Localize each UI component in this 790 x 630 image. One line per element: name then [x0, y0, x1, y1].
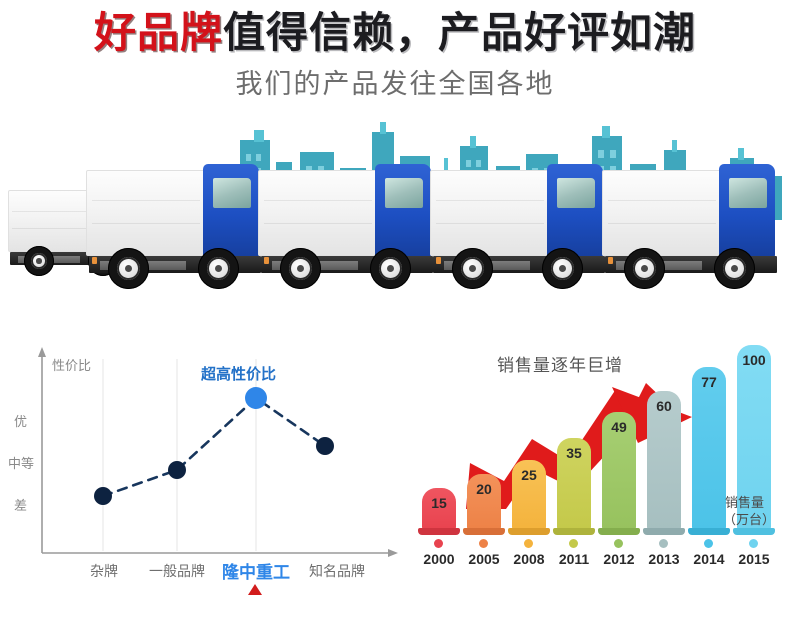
highlight-triangle-marker: [248, 584, 262, 595]
truck-cargo-box: [430, 170, 550, 256]
bar-foot: [688, 528, 730, 535]
truck-wheel-front: [714, 248, 755, 289]
truck-cargo-box: [86, 170, 206, 256]
legend-dot-2011: [569, 539, 578, 548]
bar-foot: [553, 528, 595, 535]
bar-2011: 35: [553, 438, 595, 535]
bar-value: 49: [611, 419, 627, 435]
truck-wheel-rear: [24, 246, 54, 276]
truck-window: [385, 178, 423, 208]
year-label-2013: 2013: [648, 551, 680, 567]
bar-value: 15: [431, 495, 447, 511]
truck-5: [602, 148, 790, 303]
page-headline: 好品牌值得信赖，产品好评如潮: [0, 8, 790, 58]
truck-wheel-rear: [624, 248, 665, 289]
bar-value: 100: [742, 352, 766, 368]
bar-value: 60: [656, 398, 672, 414]
bar-2000: 15: [418, 488, 460, 535]
x-label-average-brand: 一般品牌: [149, 563, 205, 579]
headline-dark-text: 值得信赖，产品好评如潮: [223, 9, 697, 56]
y-tick-excellent: 优: [14, 414, 28, 429]
legend-dot-2013: [659, 539, 668, 548]
truck-lamp: [92, 257, 97, 264]
bar-2013: 60: [643, 391, 685, 535]
year-label-2014: 2014: [693, 551, 725, 567]
bar-value: 77: [701, 374, 717, 390]
x-label-longzhong-heavy-industry: 隆中重工: [222, 563, 290, 582]
truck-wheel-front: [542, 248, 583, 289]
truck-wheel-front: [198, 248, 239, 289]
bar-foot: [508, 528, 550, 535]
bar-foot: [733, 528, 775, 535]
truck-wheel-rear: [280, 248, 321, 289]
line-chart-axis-caption: 性价比: [52, 358, 92, 373]
sales-volume-bar-chart: 销售量逐年巨增 15 20 25 35 49 60: [410, 345, 790, 630]
bar-2008: 25: [508, 460, 550, 535]
legend-dot-2015: [749, 539, 758, 548]
truck-window: [729, 178, 767, 208]
truck-2: [86, 148, 270, 303]
truck-lamp: [436, 257, 441, 264]
headline-red-text: 好品牌: [93, 9, 223, 56]
truck-3: [258, 148, 442, 303]
legend-dot-2000: [434, 539, 443, 548]
year-label-2015: 2015: [738, 551, 770, 567]
truck-wheel-front: [370, 248, 411, 289]
bar-foot: [463, 528, 505, 535]
bar-foot: [418, 528, 460, 535]
truck-fleet-illustration: [0, 110, 790, 310]
truck-wheel-rear: [108, 248, 149, 289]
line-chart-graphic: [38, 347, 398, 557]
page-header: 好品牌值得信赖，产品好评如潮 我们的产品发往全国各地: [0, 0, 790, 108]
legend-dot-2012: [614, 539, 623, 548]
truck-window: [557, 178, 595, 208]
bar-group: 15 20 25 35 49 60 77 100: [410, 345, 790, 535]
bar-2015: 100: [733, 345, 775, 535]
y-tick-poor: 差: [14, 498, 28, 513]
year-label-2008: 2008: [513, 551, 545, 567]
bar-value: 20: [476, 481, 492, 497]
bar-chart-y-caption-line2: （万台）: [723, 512, 776, 527]
price-performance-line-chart: 性价比 超高性价比 优 中等 差 杂牌 一般品牌 隆中重工 知名品牌: [0, 345, 410, 630]
legend-dot-2005: [479, 539, 488, 548]
truck-window: [213, 178, 251, 208]
bar-chart-y-caption-line1: 销售量: [725, 495, 765, 510]
truck-lamp: [264, 257, 269, 264]
x-label-famous-brand: 知名品牌: [309, 563, 365, 579]
year-label-2012: 2012: [603, 551, 635, 567]
bar-value: 35: [566, 445, 582, 461]
truck-lamp: [608, 257, 613, 264]
x-label-generic-brand: 杂牌: [90, 563, 118, 579]
page-subtitle: 我们的产品发往全国各地: [235, 69, 555, 99]
year-label-2000: 2000: [423, 551, 455, 567]
truck-cargo-box: [8, 190, 90, 252]
bar-2014: 77: [688, 367, 730, 535]
truck-4: [430, 148, 614, 303]
year-label-2011: 2011: [558, 551, 590, 567]
bar-2005: 20: [463, 474, 505, 535]
bar-value: 25: [521, 467, 537, 483]
line-chart-highlight-note: 超高性价比: [201, 366, 277, 383]
truck-cargo-box: [258, 170, 378, 256]
y-tick-medium: 中等: [8, 456, 35, 471]
legend-dot-2008: [524, 539, 533, 548]
bar-foot: [643, 528, 685, 535]
bar-chart-title: 销售量逐年巨增: [497, 356, 623, 375]
bar-foot: [598, 528, 640, 535]
truck-wheel-rear: [452, 248, 493, 289]
year-label-2005: 2005: [468, 551, 500, 567]
bar-2012: 49: [598, 412, 640, 535]
truck-cargo-box: [602, 170, 722, 256]
legend-dot-2014: [704, 539, 713, 548]
